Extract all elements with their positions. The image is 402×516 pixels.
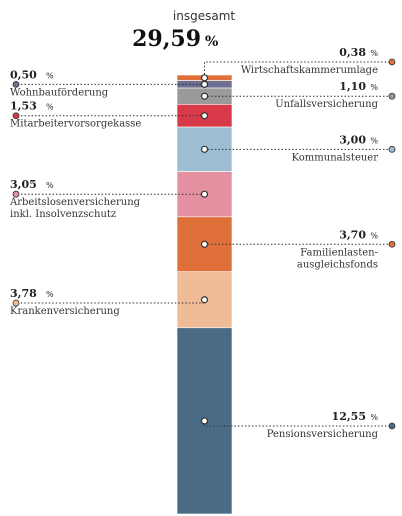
- unit-wohnbauförderung: %: [46, 71, 54, 80]
- marker-mitarbeitervorsorgekasse: [202, 113, 208, 119]
- marker-wohnbauförderung: [202, 81, 208, 87]
- category-label-familienlastenausgleichsfonds: Familienlasten-: [300, 247, 378, 258]
- bar-segments: [177, 75, 232, 514]
- category-label-wirtschaftskammerumlage: Wirtschaftskammerumlage: [241, 65, 378, 76]
- marker-familienlastenausgleichsfonds: [202, 241, 208, 247]
- legend-dot-wirtschaftskammerumlage: [389, 59, 395, 65]
- category-label-arbeitslosenversicherung-inkl-insolvenzschutz: inkl. Insolvenzschutz: [10, 209, 116, 220]
- marker-pensionsversicherung: [202, 418, 208, 424]
- unit-arbeitslosenversicherung-inkl-insolvenzschutz: %: [46, 181, 54, 190]
- unit-kommunalsteuer: %: [370, 136, 378, 145]
- unit-krankenversicherung: %: [46, 290, 54, 299]
- total-unit: %: [205, 34, 218, 50]
- data-label-unfallsversicherung: 1,10: [339, 80, 366, 93]
- legend-dot-familienlastenausgleichsfonds: [389, 241, 395, 247]
- unit-familienlastenausgleichsfonds: %: [370, 231, 378, 240]
- unit-wirtschaftskammerumlage: %: [370, 49, 378, 58]
- data-label-arbeitslosenversicherung-inkl-insolvenzschutz: 3,05: [10, 178, 37, 191]
- category-label-unfallsversicherung: Unfallsversicherung: [275, 99, 378, 110]
- category-label-mitarbeitervorsorgekasse: Mitarbeitervorsorgekasse: [10, 119, 141, 130]
- category-label-arbeitslosenversicherung-inkl-insolvenzschutz: Arbeitslosenversicherung: [9, 197, 141, 208]
- category-label-wohnbauförderung: Wohnbauförderung: [10, 87, 109, 98]
- category-label-krankenversicherung: Krankenversicherung: [10, 306, 120, 317]
- connector-krankenversicherung: [16, 300, 205, 303]
- data-label-pensionsversicherung: 12,55: [332, 410, 366, 423]
- data-label-wirtschaftskammerumlage: 0,38: [339, 46, 366, 59]
- unit-mitarbeitervorsorgekasse: %: [46, 103, 54, 112]
- unit-pensionsversicherung: %: [370, 413, 378, 422]
- marker-krankenversicherung: [202, 297, 208, 303]
- total-label: insgesamt: [173, 9, 235, 23]
- category-label-familienlastenausgleichsfonds: ausgleichsfonds: [297, 259, 378, 270]
- legend-dot-unfallsversicherung: [389, 93, 395, 99]
- data-label-mitarbeitervorsorgekasse: 1,53: [10, 100, 37, 113]
- data-label-kommunalsteuer: 3,00: [339, 133, 366, 146]
- category-label-kommunalsteuer: Kommunalsteuer: [292, 152, 379, 163]
- data-label-krankenversicherung: 3,78: [10, 287, 37, 300]
- category-label-pensionsversicherung: Pensionsversicherung: [267, 429, 379, 440]
- legend-dot-pensionsversicherung: [389, 423, 395, 429]
- marker-arbeitslosenversicherung-inkl-insolvenzschutz: [202, 191, 208, 197]
- total-value: 29,59: [132, 26, 201, 52]
- legend-dot-kommunalsteuer: [389, 146, 395, 152]
- unit-unfallsversicherung: %: [370, 83, 378, 92]
- marker-kommunalsteuer: [202, 146, 208, 152]
- marker-unfallsversicherung: [202, 93, 208, 99]
- data-label-familienlastenausgleichsfonds: 3,70: [339, 228, 366, 241]
- data-label-wohnbauförderung: 0,50: [10, 68, 37, 81]
- marker-wirtschaftskammerumlage: [202, 75, 208, 81]
